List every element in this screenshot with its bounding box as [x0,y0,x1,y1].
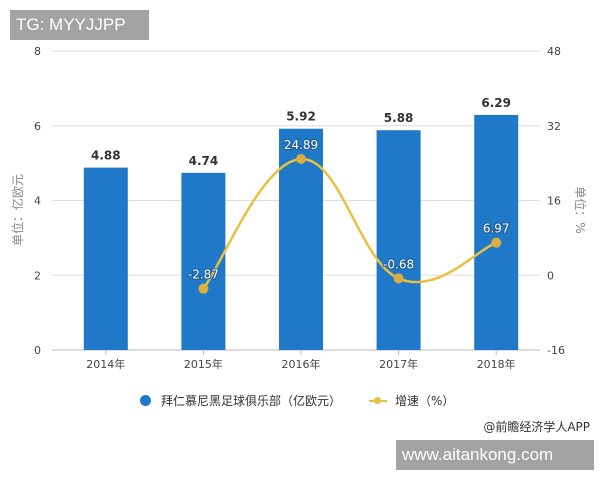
growth-point[interactable] [296,153,306,164]
line-series-marker-icon [369,395,388,406]
growth-point[interactable] [393,273,404,284]
watermark-badge-top: TG: MYYJJPP [10,10,149,40]
left-tick-label: 2 [34,269,41,282]
right-tick-label: 48 [547,45,561,58]
left-tick-label: 6 [34,120,41,133]
growth-line [202,157,497,290]
x-tick-label: 2018年 [477,357,516,371]
legend-label-growth: 增速（%） [395,394,455,408]
right-tick-label: 32 [547,120,561,133]
bar[interactable] [376,130,421,350]
bar[interactable] [83,167,128,350]
right-tick-label: -16 [547,344,565,357]
x-tick-label: 2015年 [184,357,223,371]
bar[interactable] [474,114,519,350]
growth-value-label: -0.68 [383,257,414,271]
x-tick-label: 2014年 [86,357,125,371]
bar-value-label: 6.29 [481,96,511,110]
right-tick-label: 16 [547,195,561,208]
legend-label-revenue: 拜仁慕尼黑足球俱乐部（亿欧元） [161,394,342,408]
watermark-badge-bottom: www.aitankong.com [396,440,594,470]
left-tick-label: 0 [34,344,41,357]
bar-value-label: 5.92 [286,110,316,124]
growth-value-label: -2.87 [188,268,219,282]
left-tick-label: 4 [34,195,41,208]
legend-item-revenue[interactable]: 拜仁慕尼黑足球俱乐部（亿欧元） [140,392,341,409]
bar-value-label: 4.88 [91,149,121,163]
growth-point[interactable] [491,237,502,248]
growth-point[interactable] [198,283,209,294]
right-tick-label: 0 [547,269,554,282]
left-tick-label: 8 [34,45,41,58]
bar-value-label: 5.88 [384,111,414,125]
x-tick-label: 2017年 [379,357,418,371]
legend-item-growth[interactable]: 增速（%） [369,392,454,409]
source-credit: @前瞻经济学人APP [483,420,590,434]
bar-series-marker-icon [140,395,151,406]
growth-value-label: 24.89 [284,138,318,152]
growth-value-label: 6.97 [483,222,510,236]
chart-legend: 拜仁慕尼黑足球俱乐部（亿欧元） 增速（%） [140,392,482,409]
x-tick-label: 2016年 [282,357,321,371]
bar-value-label: 4.74 [189,154,219,168]
